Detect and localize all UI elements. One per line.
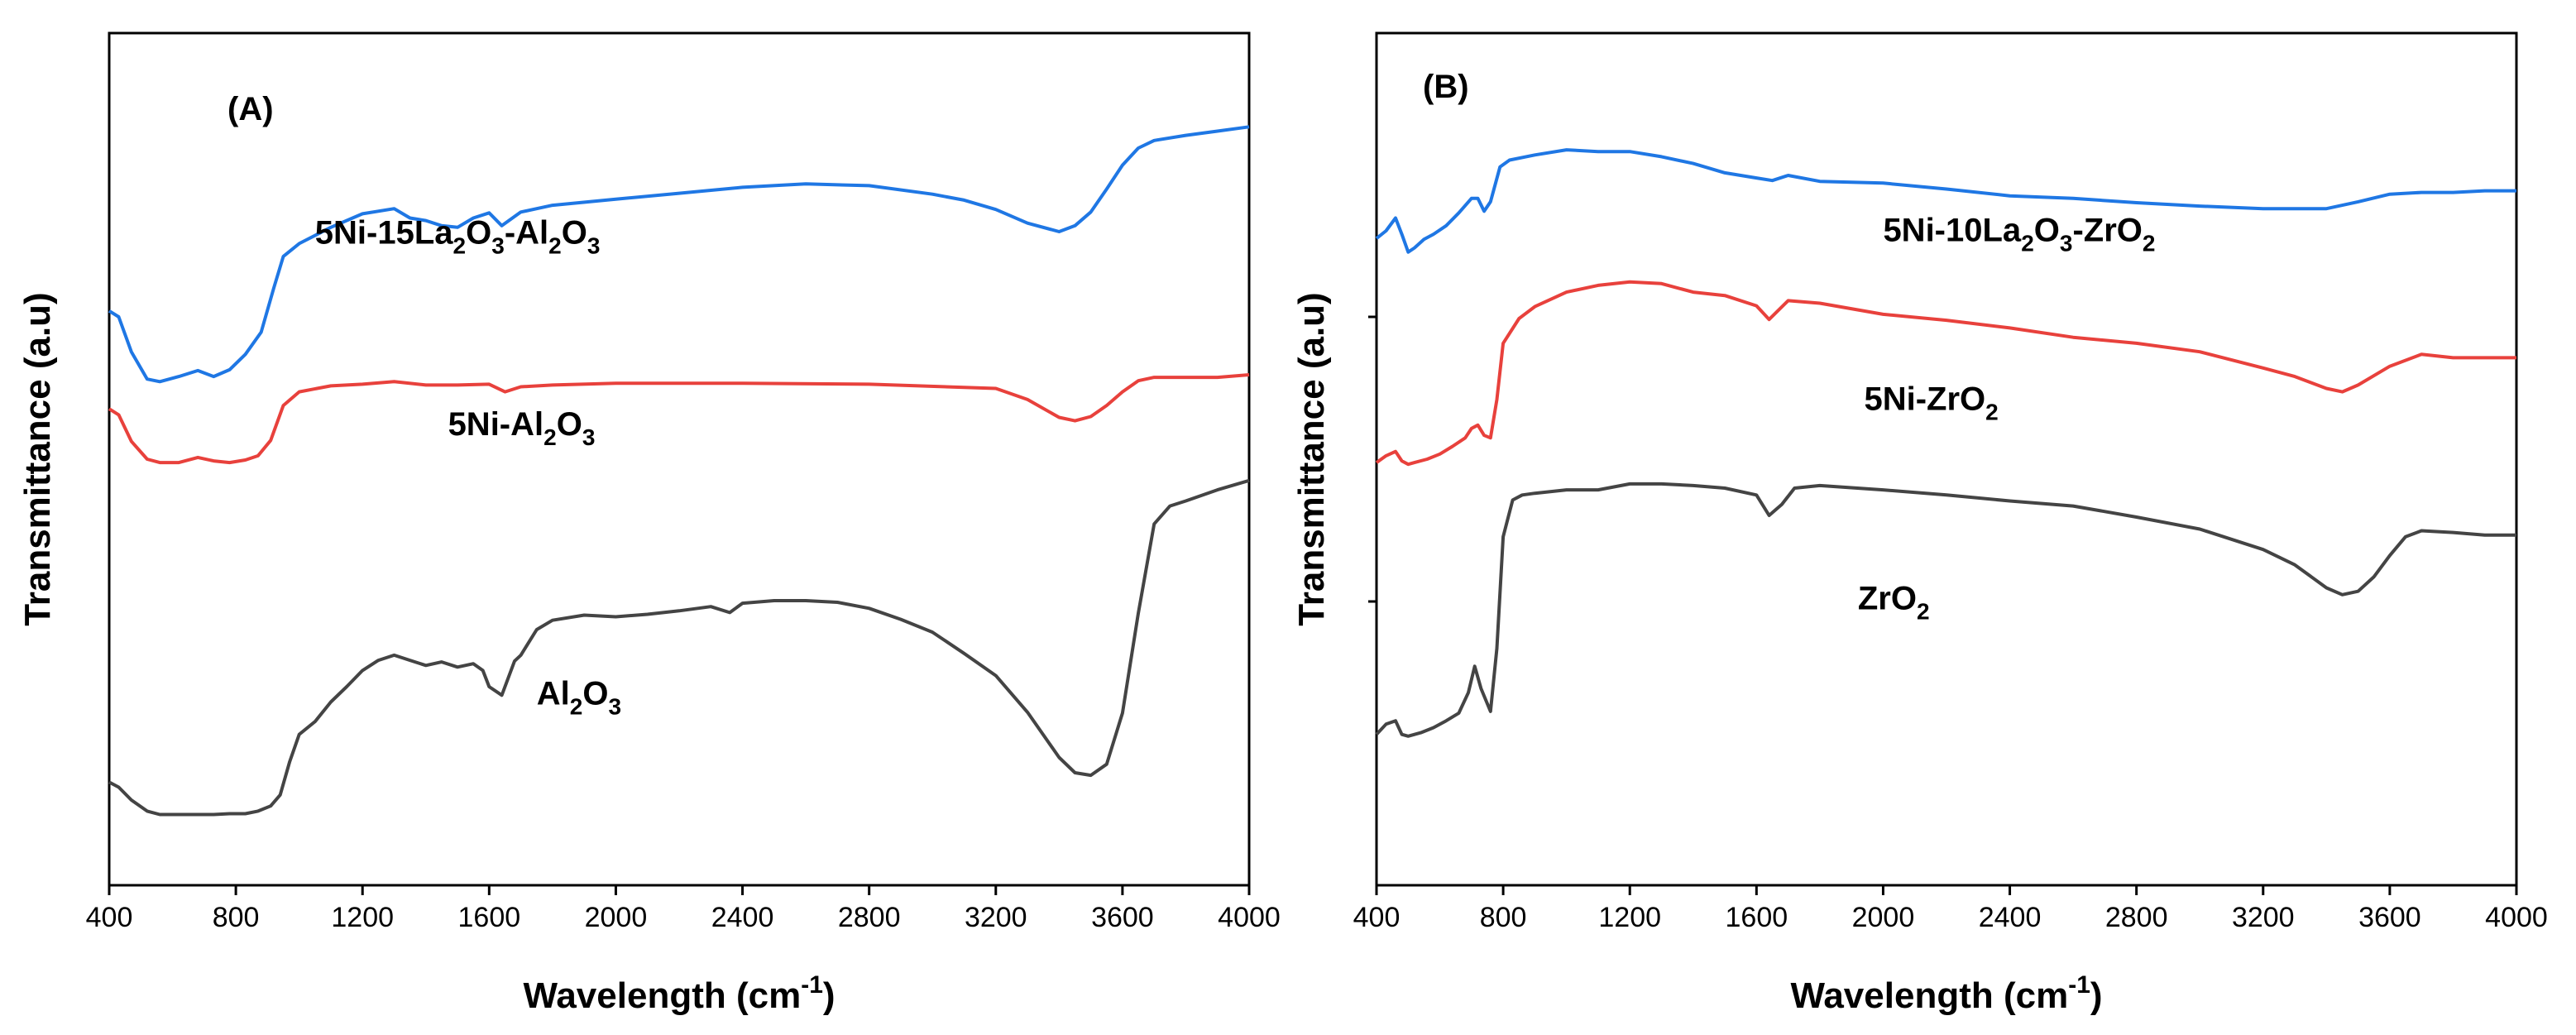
x-tick-label-a-800: 800 — [213, 902, 260, 933]
x-tick-label-a-1200: 1200 — [331, 902, 394, 933]
panel-label-b: (B) — [1423, 69, 1469, 105]
series-label-part: 2 — [548, 232, 562, 258]
series-line-a-2 — [108, 478, 1250, 817]
x-axis-title-main-b: Wavelength (cm — [1790, 975, 2068, 1016]
x-tick-label-b-4000: 4000 — [2485, 902, 2548, 933]
series-label-part: O — [2034, 212, 2060, 248]
x-axis-title-end-b: ) — [2090, 975, 2103, 1016]
chart-panel-a: (A) Transmittance (a.u) Wavelength (cm-1… — [17, 31, 1281, 1016]
x-tick-label-b-1600: 1600 — [1726, 902, 1788, 933]
series-label-part: 5Ni-10La — [1883, 212, 2021, 248]
x-axis-title-sup-b: -1 — [2068, 971, 2090, 999]
x-tick-label-b-400: 400 — [1353, 902, 1401, 933]
series-label-part: 3 — [2060, 230, 2073, 256]
x-tick-label-a-2800: 2800 — [838, 902, 901, 933]
x-axis-title-main-a: Wavelength (cm — [523, 975, 801, 1016]
series-label-part: 2 — [2143, 230, 2156, 256]
series-label-part: -ZrO — [2072, 212, 2142, 248]
series-line-a-0 — [108, 125, 1250, 384]
x-tick-label-b-2400: 2400 — [1979, 902, 2042, 933]
x-tick-label-b-3600: 3600 — [2358, 902, 2421, 933]
series-label-part: 3 — [582, 424, 596, 450]
x-tick-label-b-800: 800 — [1480, 902, 1527, 933]
x-axis-title-b: Wavelength (cm-1) — [1790, 971, 2102, 1016]
plot-frame-a — [108, 31, 1251, 887]
series-label-part: 2 — [543, 424, 557, 450]
x-tick-label-b-3200: 3200 — [2232, 902, 2295, 933]
series-line-b-1 — [1375, 280, 2516, 467]
x-tick-label-b-1200: 1200 — [1598, 902, 1661, 933]
series-label-part: 3 — [491, 232, 505, 258]
panel-label-a: (A) — [227, 91, 274, 127]
x-ticks-a: 400 800 1200 1600 2000 2400 2800 3200 3600 4000 — [86, 885, 1281, 933]
x-axis-title-a: Wavelength (cm-1) — [523, 971, 835, 1016]
x-tick-label-a-3600: 3600 — [1091, 902, 1154, 933]
series-label-part: O — [562, 214, 587, 251]
y-axis-title-a: Transmittance (a.u) — [17, 292, 58, 625]
x-tick-label-b-2800: 2800 — [2105, 902, 2168, 933]
series-label-b-2: ZrO2 — [1858, 580, 1930, 624]
series-group-a — [108, 125, 1250, 817]
series-label-part: O — [557, 406, 582, 443]
x-ticks-b: 400 800 1200 1600 2000 2400 2800 3200 3600 4000 — [1353, 885, 2548, 933]
y-ticks-b — [1368, 315, 1377, 603]
series-label-part: -Al — [505, 214, 548, 251]
chart-panel-b: (B) Transmittance (a.u) Wavelength (cm-1… — [1291, 31, 2548, 1016]
x-axis-title-sup-a: -1 — [801, 971, 823, 999]
series-group-b — [1375, 148, 2516, 738]
x-tick-label-a-2000: 2000 — [585, 902, 648, 933]
plot-frame-b — [1375, 31, 2518, 887]
series-label-part: 5Ni-Al — [448, 406, 544, 443]
series-line-a-1 — [108, 373, 1250, 465]
series-label-part: 2 — [1917, 598, 1930, 624]
series-label-part: 5Ni-15La — [315, 214, 453, 251]
x-tick-label-a-2400: 2400 — [711, 902, 774, 933]
series-label-part: O — [466, 214, 491, 251]
series-label-a-1: 5Ni-Al2O3 — [448, 406, 596, 450]
series-label-a-0: 5Ni-15La2O3-Al2O3 — [315, 214, 601, 258]
x-tick-label-b-2000: 2000 — [1852, 902, 1915, 933]
series-label-part: O — [582, 676, 608, 712]
series-label-part: 2 — [570, 694, 583, 720]
x-tick-label-a-400: 400 — [86, 902, 133, 933]
series-line-b-0 — [1375, 148, 2516, 254]
y-axis-title-b: Transmittance (a.u) — [1291, 292, 1332, 625]
x-axis-title-end-a: ) — [823, 975, 836, 1016]
series-label-part: 2 — [2021, 230, 2034, 256]
series-label-part: 3 — [587, 232, 601, 258]
series-label-part: 5Ni-ZrO — [1864, 381, 1985, 417]
series-label-b-0: 5Ni-10La2O3-ZrO2 — [1883, 212, 2155, 256]
series-label-part: 2 — [453, 232, 467, 258]
series-label-a-2: Al2O3 — [537, 676, 621, 720]
series-label-part: 3 — [608, 694, 621, 720]
series-label-part: ZrO — [1858, 580, 1917, 616]
series-label-b-1: 5Ni-ZrO2 — [1864, 381, 1998, 424]
series-label-part: Al — [537, 676, 570, 712]
x-tick-label-a-4000: 4000 — [1218, 902, 1281, 933]
series-label-part: 2 — [1985, 399, 1999, 424]
x-tick-label-a-3200: 3200 — [965, 902, 1027, 933]
x-tick-label-a-1600: 1600 — [458, 902, 521, 933]
series-line-b-2 — [1375, 482, 2516, 738]
